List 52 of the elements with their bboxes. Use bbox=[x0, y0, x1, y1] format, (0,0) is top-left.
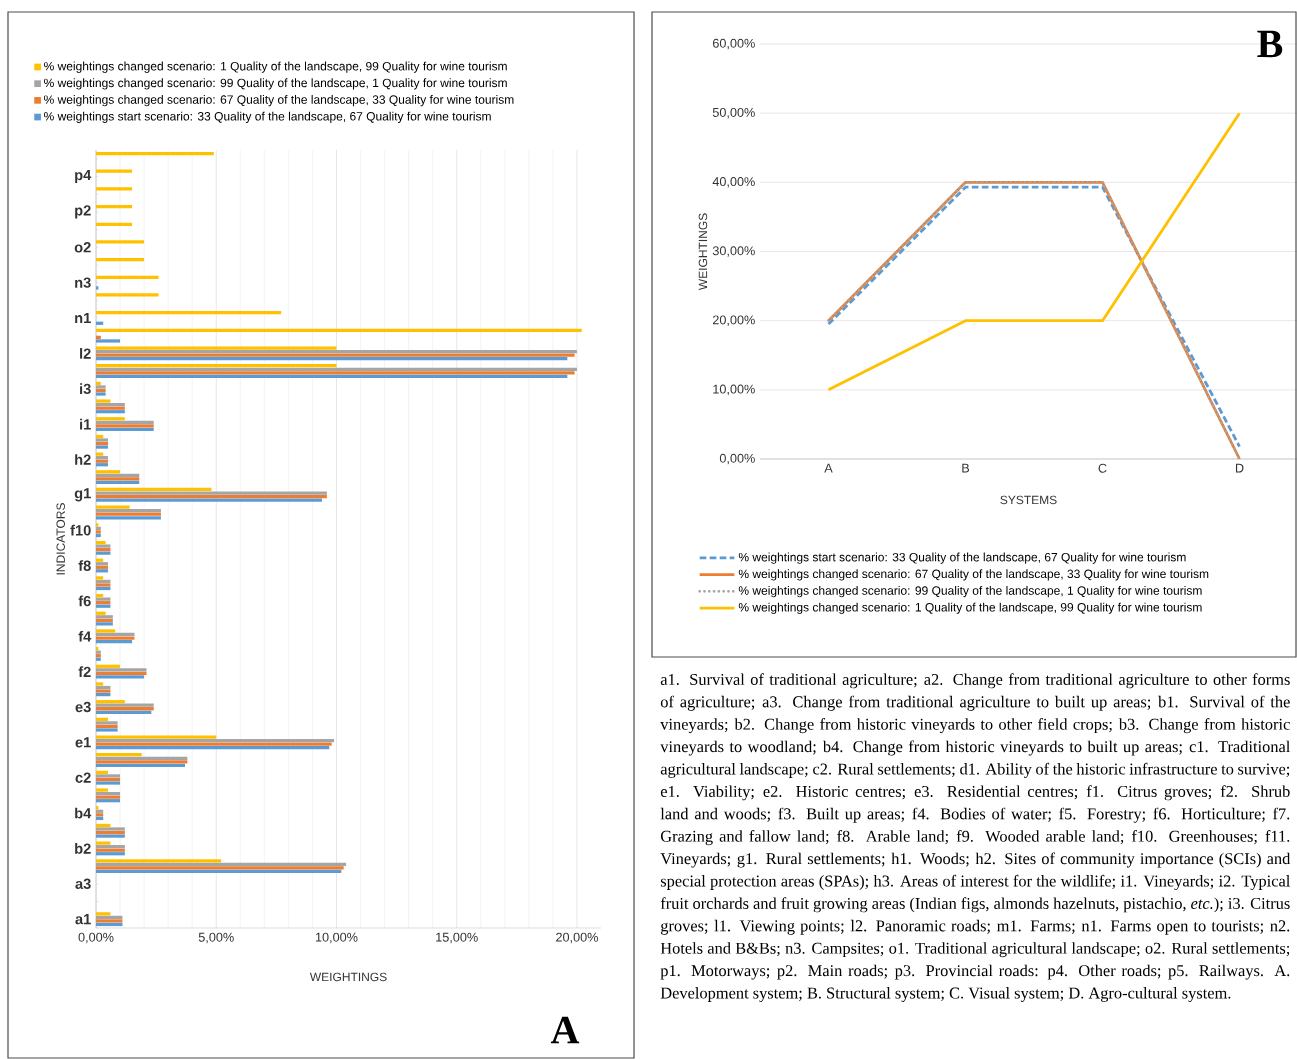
legend-label: % weightings changed scenario: 1 Quality of the landscape, 99 Quality for wine tourism bbox=[44, 61, 507, 73]
chart-title: B bbox=[1257, 30, 1283, 58]
y-tick-label: f6 bbox=[78, 595, 91, 607]
y-tick-label: n1 bbox=[75, 312, 91, 324]
text: A bbox=[550, 1016, 580, 1044]
y-tick-label: p4 bbox=[75, 169, 92, 184]
x-axis-title: WEIGHTINGS bbox=[309, 972, 387, 982]
legend-label: % weightings start scenario: 33 Quality of the landscape, 67 Quality for wine tourism bbox=[44, 111, 491, 123]
y-tick-label: g1 bbox=[74, 488, 91, 502]
y-axis-title: WEIGHTINGS bbox=[698, 213, 708, 291]
y-tick-label: f10 bbox=[70, 524, 91, 536]
x-tick-label: 5,00% bbox=[198, 932, 234, 944]
legend-label: % weightings changed scenario: 67 Quality of the landscape, 33 Quality for wine tourism bbox=[738, 569, 1209, 581]
y-tick-label: o2 bbox=[74, 242, 91, 253]
y-tick-label: a1 bbox=[75, 914, 91, 925]
x-tick-label: 15,00% bbox=[436, 932, 478, 944]
legend-label: % weightings start scenario: 33 Quality of the landscape, 67 Quality for wine tourism bbox=[738, 552, 1186, 564]
y-tick-label: a3 bbox=[75, 878, 91, 889]
y-tick-label: i1 bbox=[80, 418, 91, 430]
y-tick-label: i3 bbox=[80, 383, 91, 395]
y-tick-label: f2 bbox=[78, 666, 91, 677]
text: a1. Survival of traditional agriculture; a2. Change from traditional agriculture to other forms of agriculture; a3. Change from traditional agriculture to built up areas; b1. Survival of the vineyards; b2. Change from historic vineyards to other field crops; b3. Change from historic vineyards to woodland; b4. Change from historic vineyards to built up areas; c1. Traditional agricultural landscape; c2. Rural settlements; d1. Ability of the historic infrastructure to survive; e1. Viability; e2. Historic centres; e3. Residential centres; f1. Citrus groves; f2. Shrub land and woods; f3. Built up areas; f4. Bodies of water; f5. Forestry; f6. Horticulture; f7. Grazing and fallow land; f8. Arable land; f9. Wooded arable land; f10. Greenhouses; f11. Vineyards; g1. Rural settlements; h1. Woods; h2. Sites of community importance (SCIs) and special protection areas (SPAs); h3. Areas of interest for the wildlife; i1. Vineyards; i2. Typical fruit orchards and fruit growing areas (Indian figs, almonds hazelnuts, pistachio, etc.); i3. Citrus groves; l1. Viewing points; l2. Panoramic roads; m1. Farms; n1. Farms open to tourists; n2. Hotels and B&Bs; n3. Campsites; o1. Traditional agricultural landscape; o2. Rural settlements; p1. Motorways; p2. Main roads; p3. Provincial roads: p4. Other roads; p5. Railways. A. Development system; B. Structural system; C. Visual system; D. Agro-cultural system. bbox=[660, 673, 1291, 1002]
legend-label: % weightings changed scenario: 1 Quality of the landscape, 99 Quality for wine tourism bbox=[738, 602, 1202, 614]
legend-label: % weightings changed scenario: 67 Quality of the landscape, 33 Quality for wine tourism bbox=[44, 95, 514, 107]
x-tick-label: A bbox=[824, 463, 833, 473]
y-tick-label: 0,00% bbox=[719, 453, 755, 465]
y-tick-label: n3 bbox=[75, 277, 91, 288]
y-tick-label: f4 bbox=[78, 630, 92, 642]
legend-label: % weightings changed scenario: 99 Quality of the landscape, 1 Quality for wine tourism bbox=[44, 78, 507, 90]
x-axis-title: SYSTEMS bbox=[1000, 495, 1057, 505]
x-tick-label: C bbox=[1098, 463, 1107, 473]
y-tick-label: 30,00% bbox=[712, 246, 755, 257]
y-tick-label: p2 bbox=[75, 205, 91, 219]
y-tick-label: 20,00% bbox=[712, 315, 755, 326]
y-tick-label: e3 bbox=[75, 701, 91, 713]
y-tick-label: e1 bbox=[75, 737, 91, 748]
y-tick-label: 60,00% bbox=[712, 38, 755, 50]
y-tick-label: l2 bbox=[80, 348, 91, 359]
y-tick-label: 40,00% bbox=[712, 177, 755, 188]
y-axis-title: INDICATORS bbox=[56, 503, 65, 575]
y-tick-label: 50,00% bbox=[712, 107, 755, 119]
y-tick-label: b2 bbox=[75, 843, 91, 854]
x-tick-label: D bbox=[1235, 463, 1244, 473]
x-tick-label: 10,00% bbox=[315, 932, 358, 944]
x-tick-label: B bbox=[962, 463, 970, 473]
x-tick-label: 20,00% bbox=[556, 932, 598, 944]
y-tick-label: b4 bbox=[75, 807, 92, 819]
y-tick-label: 10,00% bbox=[713, 384, 755, 396]
y-tick-label: c2 bbox=[75, 772, 91, 783]
y-tick-label: h2 bbox=[75, 454, 91, 465]
legend-label: % weightings changed scenario: 99 Quality of the landscape, 1 Quality for wine tourism bbox=[738, 585, 1202, 598]
y-tick-label: f8 bbox=[78, 560, 91, 571]
